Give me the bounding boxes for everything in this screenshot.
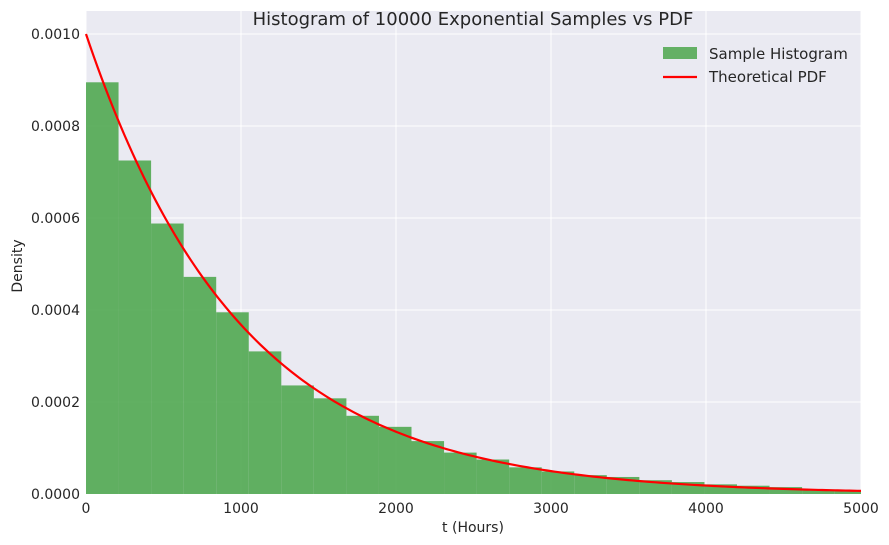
legend-label-histogram: Sample Histogram — [709, 45, 848, 63]
histogram-bar — [411, 441, 445, 494]
y-axis-label: Density — [10, 239, 26, 292]
histogram-bar — [802, 489, 835, 494]
histogram-bar — [737, 485, 770, 494]
y-tick-label: 0.0002 — [31, 395, 80, 411]
chart-title: Histogram of 10000 Exponential Samples v… — [253, 9, 694, 30]
y-tick-label: 0.0000 — [31, 487, 80, 503]
pdf-line — [84, 33, 862, 492]
histogram-bars — [86, 82, 861, 495]
x-tick-label: 1000 — [223, 501, 259, 517]
histogram-bar — [151, 223, 184, 494]
y-tick-label: 0.0008 — [31, 119, 80, 135]
x-tick-labels: 0 1000 2000 3000 4000 5000 — [82, 501, 879, 517]
histogram-bar — [86, 82, 119, 495]
x-axis-label: t (Hours) — [442, 520, 504, 536]
histogram-bar — [378, 426, 412, 494]
histogram-bar — [671, 482, 705, 494]
y-tick-labels: 0.0000 0.0002 0.0004 0.0006 0.0008 0.0010 — [31, 27, 80, 503]
histogram-bar — [281, 385, 314, 494]
histogram-bar — [509, 467, 542, 494]
histogram-bar — [118, 160, 152, 494]
histogram-bar — [216, 312, 249, 494]
histogram-bar — [574, 475, 607, 494]
legend-label-pdf: Theoretical PDF — [708, 68, 827, 86]
histogram-bar — [313, 398, 347, 494]
y-tick-label: 0.0004 — [31, 303, 80, 319]
histogram-bar — [834, 490, 861, 494]
x-tick-label: 2000 — [378, 501, 414, 517]
legend-swatch-histogram — [663, 47, 697, 59]
histogram-bar — [346, 415, 379, 494]
histogram-bar — [704, 484, 737, 494]
histogram-bar — [248, 351, 282, 494]
y-tick-label: 0.0006 — [31, 211, 80, 227]
histogram-bar — [769, 487, 803, 494]
histogram-bar — [183, 276, 217, 494]
x-tick-label: 3000 — [533, 501, 569, 517]
y-tick-label: 0.0010 — [31, 27, 80, 43]
x-tick-label: 0 — [82, 501, 91, 517]
x-tick-label: 4000 — [688, 501, 724, 517]
histogram-bar — [476, 459, 510, 494]
legend: Sample Histogram Theoretical PDF — [663, 45, 848, 86]
histogram-bar — [444, 452, 477, 494]
histogram-bar — [541, 471, 575, 494]
x-tick-label: 5000 — [843, 501, 879, 517]
